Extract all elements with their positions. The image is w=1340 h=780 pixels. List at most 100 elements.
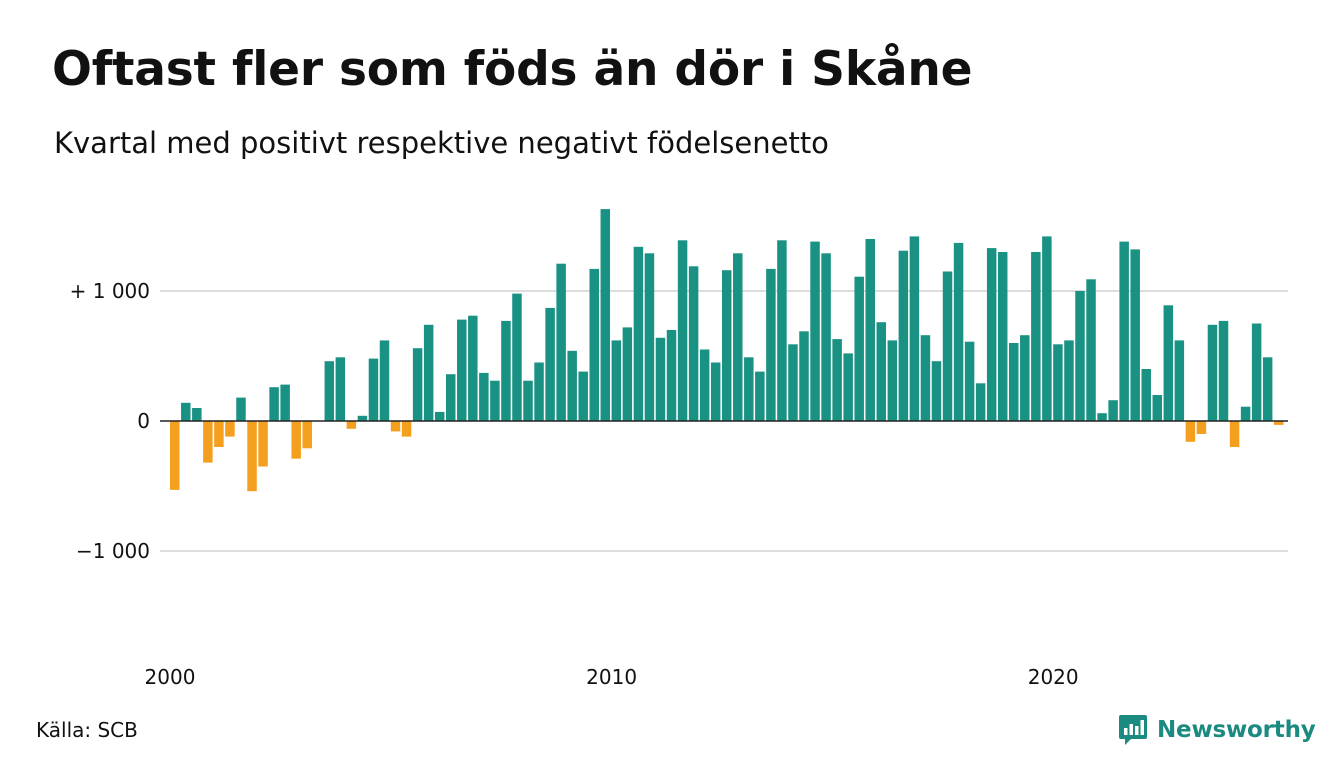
bar-positive <box>1031 252 1041 421</box>
bar-positive <box>423 324 434 421</box>
y-tick-label: −1 000 <box>76 539 150 563</box>
bar-positive <box>997 252 1008 421</box>
bar-positive <box>633 246 644 421</box>
bar-positive <box>457 319 467 421</box>
bar-positive <box>600 209 611 421</box>
bar-positive <box>181 402 191 421</box>
bar-negative <box>258 421 268 467</box>
bar-negative <box>291 421 301 459</box>
bar-positive <box>589 268 599 421</box>
bar-positive <box>556 263 566 421</box>
bar-positive <box>942 271 953 421</box>
y-tick-label: 0 <box>137 409 150 433</box>
bar-positive <box>699 349 710 421</box>
bar-positive <box>501 320 511 421</box>
chart-subtitle: Kvartal med positivt respektive negativt… <box>54 126 829 160</box>
bar-negative <box>1185 421 1196 442</box>
bar-positive <box>479 372 489 421</box>
bar-positive <box>986 248 997 421</box>
bar-positive <box>1207 324 1218 421</box>
bar-positive <box>887 340 898 421</box>
bar-positive <box>1064 340 1074 421</box>
bar-positive <box>655 337 666 421</box>
bar-negative <box>302 421 312 449</box>
bar-positive <box>909 236 920 421</box>
y-tick-label: + 1 000 <box>70 279 150 303</box>
bar-negative <box>247 421 257 492</box>
bar-positive <box>622 327 633 421</box>
bar-positive <box>733 253 743 421</box>
bar-positive <box>490 380 500 421</box>
bar-positive <box>324 361 335 421</box>
bar-positive <box>1130 249 1140 421</box>
x-tick-label: 2020 <box>1028 665 1079 689</box>
bar-positive <box>688 266 699 421</box>
bar-positive <box>512 293 522 421</box>
bar-positive <box>1009 343 1019 421</box>
bar-positive <box>368 358 379 421</box>
bars <box>170 209 1284 492</box>
bar-positive <box>799 331 809 421</box>
bar-positive <box>1174 340 1185 421</box>
bar-positive <box>953 242 964 421</box>
bar-positive <box>523 380 533 421</box>
bar-positive <box>843 353 853 421</box>
bar-positive <box>445 374 456 421</box>
bar-positive <box>832 339 842 421</box>
bar-positive <box>1163 305 1174 421</box>
bar-negative <box>170 421 180 490</box>
bar-positive <box>810 241 820 421</box>
bar-negative <box>1273 421 1284 425</box>
newsworthy-logo-icon <box>1119 715 1147 745</box>
bar-negative <box>1229 421 1240 447</box>
bar-negative <box>1196 421 1207 434</box>
bar-positive <box>1240 406 1251 421</box>
bar-positive <box>1141 369 1151 421</box>
bar-negative <box>203 421 213 463</box>
bar-positive <box>434 411 445 421</box>
bar-positive <box>920 335 931 421</box>
bar-positive <box>710 362 721 421</box>
bar-negative <box>214 421 224 447</box>
bar-positive <box>1020 335 1030 421</box>
bar-negative <box>401 421 412 437</box>
x-tick-label: 2000 <box>145 665 196 689</box>
brand-logo: Newsworthy <box>1118 712 1316 748</box>
bar-positive <box>236 397 246 421</box>
bar-positive <box>1097 413 1107 421</box>
bar-negative <box>390 421 401 432</box>
bar-positive <box>898 250 909 421</box>
bar-positive <box>854 276 864 421</box>
bar-positive <box>1152 395 1163 421</box>
bar-chart: + 1 000 0 −1 000 2000 2010 2020 <box>70 209 1288 689</box>
bar-positive <box>1251 323 1262 421</box>
bar-positive <box>1042 236 1052 421</box>
bar-positive <box>644 253 655 421</box>
bar-positive <box>744 357 754 421</box>
bar-positive <box>788 344 798 421</box>
chart-title: Oftast fler som föds än dör i Skåne <box>52 42 973 97</box>
bar-positive <box>567 350 577 421</box>
y-axis-labels: + 1 000 0 −1 000 <box>70 279 150 563</box>
bar-positive <box>821 253 831 421</box>
bar-positive <box>412 348 423 421</box>
bar-positive <box>1218 320 1229 421</box>
bar-positive <box>964 341 975 421</box>
bar-positive <box>865 239 875 421</box>
bar-positive <box>468 315 478 421</box>
bar-positive <box>280 384 290 421</box>
bar-positive <box>1262 357 1273 421</box>
source-note: Källa: SCB <box>36 718 138 742</box>
bar-positive <box>1053 344 1063 421</box>
bar-positive <box>931 361 942 421</box>
bar-positive <box>1086 279 1096 421</box>
bar-positive <box>357 415 368 421</box>
bar-positive <box>766 268 776 421</box>
bar-positive <box>876 322 887 421</box>
bar-positive <box>578 371 588 421</box>
bar-positive <box>269 387 279 421</box>
bar-negative <box>346 421 357 429</box>
bar-positive <box>1108 400 1118 421</box>
bar-positive <box>1075 291 1085 421</box>
bar-positive <box>545 307 555 421</box>
